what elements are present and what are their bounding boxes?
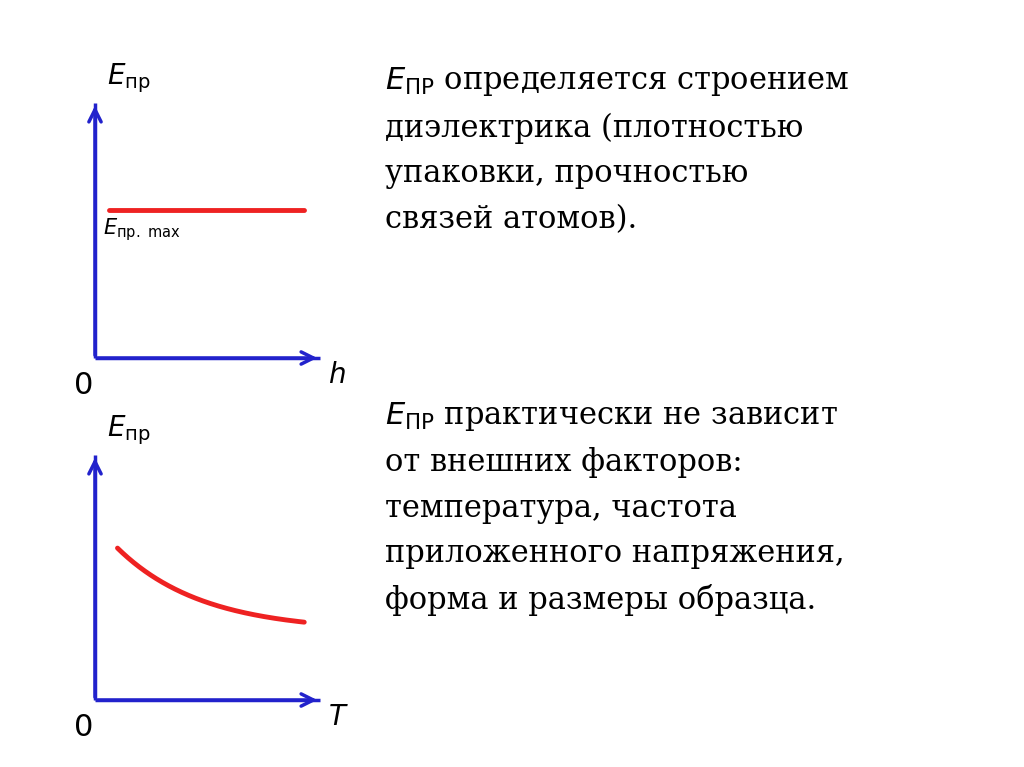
Text: $T$: $T$: [328, 704, 349, 731]
Text: $E_{\rm пр.\ max}$: $E_{\rm пр.\ max}$: [103, 216, 180, 243]
Text: $0$: $0$: [74, 713, 93, 743]
Text: $E_{\rm пр}$: $E_{\rm пр}$: [106, 61, 151, 95]
Text: $E_{\rm ПР}$ практически не зависит
от внешних факторов:
температура, частота
пр: $E_{\rm ПР}$ практически не зависит от в…: [385, 400, 845, 616]
Text: $E_{\rm ПР}$ определяется строением
диэлектрика (плотностью
упаковки, прочностью: $E_{\rm ПР}$ определяется строением диэл…: [385, 65, 850, 235]
Text: $h$: $h$: [328, 362, 346, 389]
Text: $0$: $0$: [74, 370, 93, 401]
Text: $E_{\rm пр}$: $E_{\rm пр}$: [106, 413, 151, 447]
